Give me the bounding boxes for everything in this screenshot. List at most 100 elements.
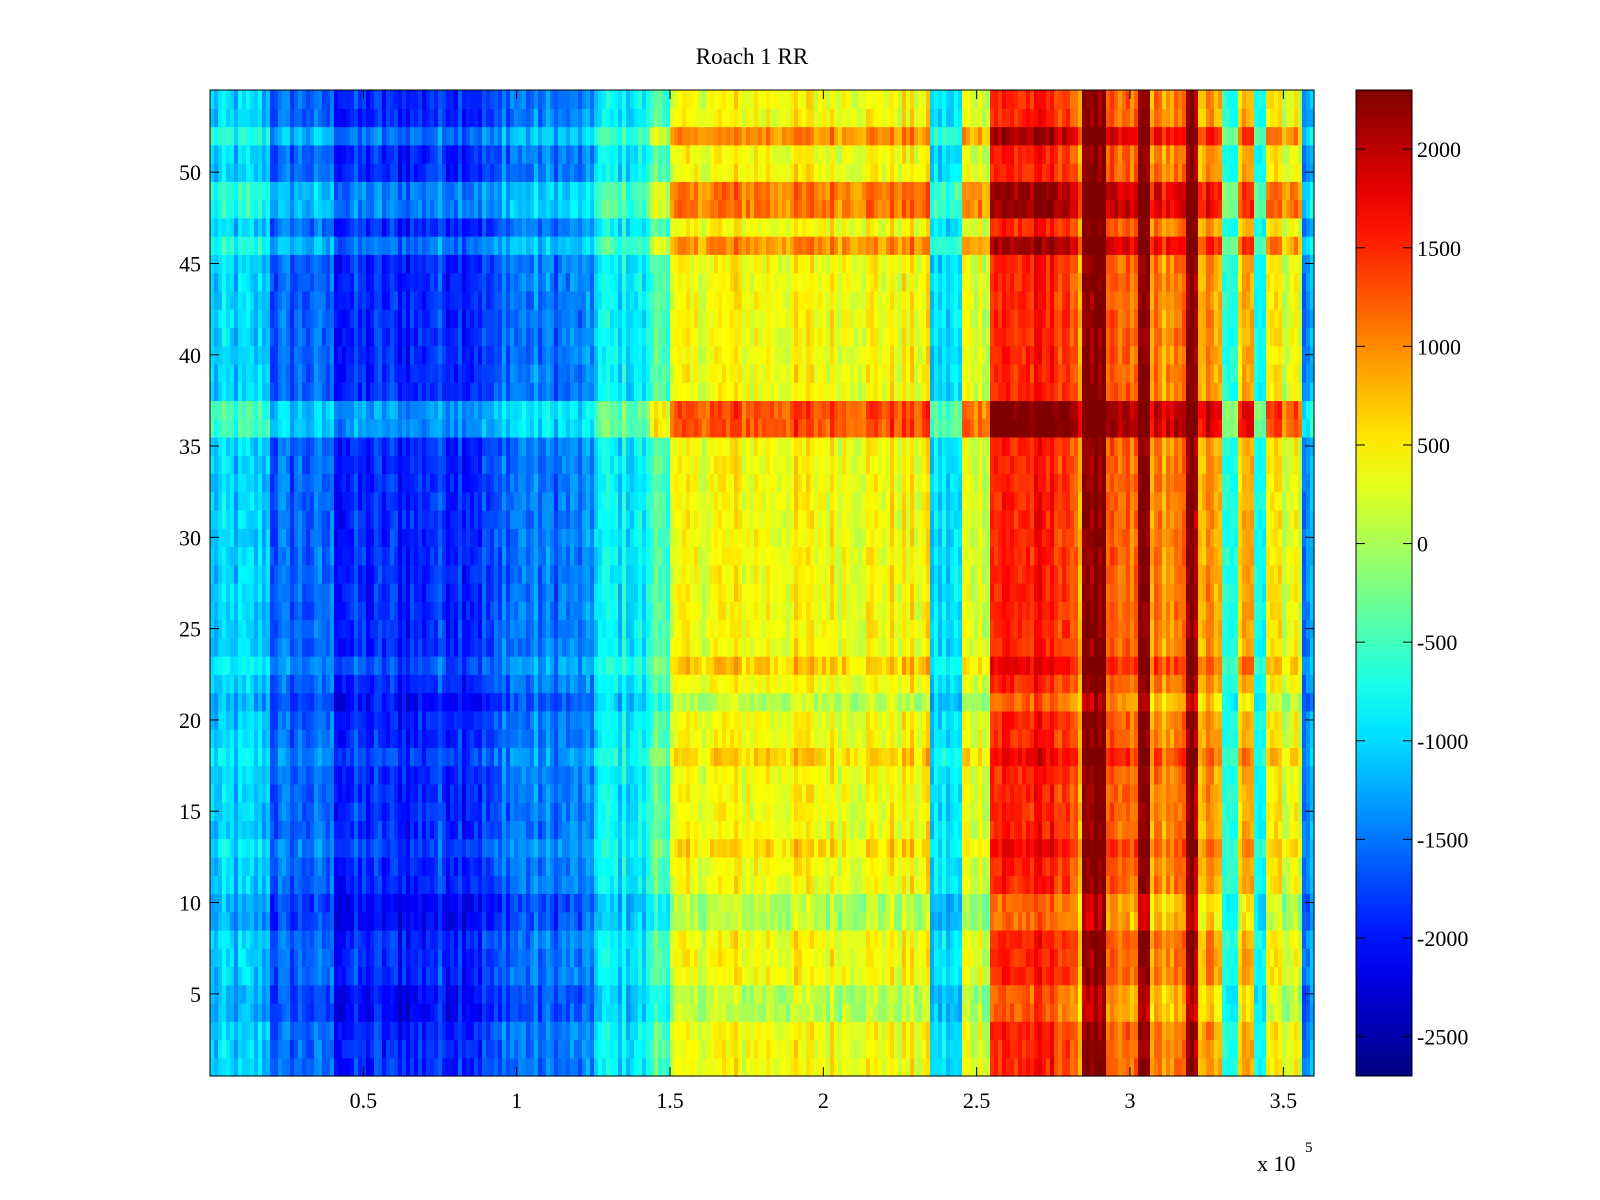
- heatmap-cell: [1042, 911, 1047, 931]
- heatmap-cell: [906, 948, 911, 968]
- heatmap-cell: [790, 820, 795, 840]
- heatmap-cell: [774, 1039, 779, 1059]
- heatmap-cell: [950, 929, 955, 949]
- heatmap-cell: [990, 1039, 995, 1059]
- heatmap-cell: [718, 838, 723, 858]
- heatmap-cell: [270, 820, 275, 840]
- heatmap-cell: [1078, 966, 1083, 986]
- heatmap-cell: [1294, 966, 1299, 986]
- heatmap-cell: [1006, 820, 1011, 840]
- heatmap-cell: [1210, 1057, 1215, 1077]
- heatmap-cell: [510, 948, 515, 968]
- heatmap-cell: [942, 765, 947, 785]
- heatmap-cell: [770, 747, 775, 767]
- heatmap-cell: [1210, 948, 1215, 968]
- heatmap-cell: [262, 856, 267, 876]
- heatmap-cell: [670, 984, 675, 1004]
- heatmap-cell: [678, 838, 683, 858]
- heatmap-cell: [1082, 802, 1087, 821]
- heatmap-cell: [506, 966, 511, 986]
- heatmap-cell: [1238, 893, 1243, 913]
- heatmap-cell: [866, 802, 871, 821]
- heatmap-cell: [638, 1002, 643, 1022]
- heatmap-cell: [950, 1039, 955, 1059]
- heatmap-cell: [214, 948, 219, 968]
- heatmap-cell: [978, 820, 983, 840]
- heatmap-cell: [942, 783, 947, 803]
- heatmap-cell: [1214, 1057, 1219, 1077]
- heatmap-cell: [1002, 783, 1007, 803]
- heatmap-cell: [786, 747, 791, 767]
- heatmap-cell: [642, 875, 647, 895]
- heatmap-cell: [534, 929, 539, 949]
- heatmap-cell: [1206, 747, 1211, 767]
- heatmap-cell: [986, 783, 991, 803]
- heatmap-cell: [698, 856, 703, 876]
- heatmap-cell: [990, 783, 995, 803]
- heatmap-cell: [1190, 820, 1195, 840]
- heatmap-cell: [1178, 1039, 1183, 1059]
- heatmap-cell: [1202, 856, 1207, 876]
- heatmap-cell: [578, 1057, 583, 1077]
- heatmap-cell: [394, 1002, 399, 1022]
- heatmap-cell: [954, 893, 959, 913]
- heatmap-cell: [298, 948, 303, 968]
- heatmap-cell: [474, 820, 479, 840]
- heatmap-cell: [1246, 765, 1251, 785]
- heatmap-cell: [698, 765, 703, 785]
- heatmap-cell: [1234, 1002, 1239, 1022]
- heatmap-cell: [878, 1021, 883, 1041]
- heatmap-cell: [550, 1039, 555, 1059]
- heatmap-cell: [438, 948, 443, 968]
- heatmap-cell: [546, 838, 551, 858]
- heatmap-cell: [354, 929, 359, 949]
- heatmap-cell: [994, 856, 999, 876]
- heatmap-cell: [1286, 1002, 1291, 1022]
- heatmap-cell: [1246, 911, 1251, 931]
- heatmap-cell: [446, 783, 451, 803]
- heatmap-cell: [438, 783, 443, 803]
- heatmap-cell: [934, 1002, 939, 1022]
- heatmap-cell: [946, 802, 951, 821]
- heatmap-cell: [1126, 966, 1131, 986]
- heatmap-cell: [1134, 1057, 1139, 1077]
- heatmap-cell: [910, 856, 915, 876]
- heatmap-cell: [522, 838, 527, 858]
- heatmap-cell: [794, 984, 799, 1004]
- heatmap-cell: [730, 984, 735, 1004]
- heatmap-cell: [442, 929, 447, 949]
- heatmap-cell: [1294, 820, 1299, 840]
- heatmap-cell: [1154, 1021, 1159, 1041]
- heatmap-cell: [1098, 929, 1103, 949]
- heatmap-cell: [774, 802, 779, 821]
- heatmap-cell: [602, 856, 607, 876]
- heatmap-cell: [466, 893, 471, 913]
- heatmap-cell: [402, 765, 407, 785]
- heatmap-cell: [1146, 929, 1151, 949]
- heatmap-cell: [730, 783, 735, 803]
- heatmap-cell: [398, 1057, 403, 1077]
- heatmap-cell: [446, 747, 451, 767]
- heatmap-cell: [678, 966, 683, 986]
- heatmap-cell: [870, 875, 875, 895]
- heatmap-cell: [806, 802, 811, 821]
- heatmap-cell: [1258, 984, 1263, 1004]
- heatmap-cell: [982, 1039, 987, 1059]
- heatmap-cell: [1038, 1057, 1043, 1077]
- heatmap-cell: [730, 856, 735, 876]
- heatmap-cell: [530, 838, 535, 858]
- heatmap-cell: [878, 765, 883, 785]
- heatmap-cell: [706, 765, 711, 785]
- heatmap-cell: [698, 911, 703, 931]
- heatmap-cell: [570, 875, 575, 895]
- heatmap-cell: [766, 911, 771, 931]
- heatmap-cell: [1190, 856, 1195, 876]
- heatmap-cell: [754, 856, 759, 876]
- heatmap-cell: [370, 783, 375, 803]
- heatmap-cell: [862, 984, 867, 1004]
- heatmap-cell: [310, 783, 315, 803]
- heatmap-cell: [258, 875, 263, 895]
- heatmap-cell: [654, 820, 659, 840]
- heatmap-cell: [362, 929, 367, 949]
- heatmap-cell: [478, 875, 483, 895]
